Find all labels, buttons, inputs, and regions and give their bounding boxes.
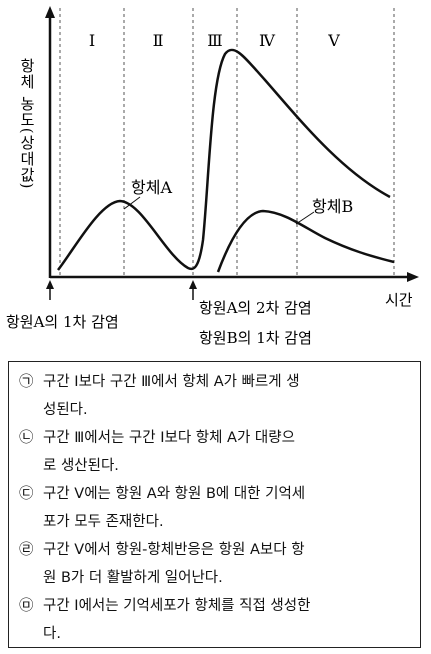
statement-mark: ㉤ xyxy=(19,598,34,614)
x-axis-arrow xyxy=(407,272,419,282)
interval-label-3: Ⅲ xyxy=(207,31,222,50)
statement-line: 구간 Ⅰ보다 구간 Ⅲ에서 항체 A가 빠르게 생 xyxy=(43,374,300,390)
curve-a-label: 항체A xyxy=(131,178,172,197)
statement-3: ㉢ 구간 Ⅴ에는 항원 A와 항원 B에 대한 기억세 포가 모두 존재한다. xyxy=(19,480,410,536)
statement-2: ㉡ 구간 Ⅲ에서는 구간 Ⅰ보다 항체 A가 대량으 로 생산된다. xyxy=(19,424,410,480)
statement-5: ㉤ 구간 Ⅰ에서는 기억세포가 항체를 직접 생성한 다. xyxy=(19,592,410,648)
statements-box: ㉠ 구간 Ⅰ보다 구간 Ⅲ에서 항체 A가 빠르게 생 성된다. ㉡ 구간 Ⅲ에… xyxy=(8,361,421,648)
statement-1: ㉠ 구간 Ⅰ보다 구간 Ⅲ에서 항체 A가 빠르게 생 성된다. xyxy=(19,368,410,424)
event-1-arrow-head xyxy=(46,280,54,289)
interval-label-2: Ⅱ xyxy=(153,31,164,50)
event-2-arrow-head xyxy=(189,280,197,289)
event-2-label-line1: 항원A의 2차 감염 xyxy=(199,299,312,317)
statement-line: 포가 모두 존재한다. xyxy=(43,514,164,530)
statement-mark: ㉣ xyxy=(19,542,34,558)
curve-b-label: 항체B xyxy=(312,197,353,216)
statement-mark: ㉡ xyxy=(19,430,34,446)
statement-line: 성된다. xyxy=(43,402,88,418)
curve-antibody-b xyxy=(216,209,395,273)
event-2-label-line2: 항원B의 1차 감염 xyxy=(199,329,312,347)
curve-antibody-a xyxy=(57,48,391,271)
event-1-label: 항원A의 1차 감염 xyxy=(6,313,119,331)
y-axis-label: 항체 농도(상대값) xyxy=(18,58,36,189)
interval-label-4: Ⅳ xyxy=(259,31,276,50)
statement-line: 다. xyxy=(43,626,61,642)
statement-line: 원 B가 더 활발하게 일어난다. xyxy=(43,570,223,586)
y-axis-arrow xyxy=(45,6,55,18)
antibody-concentration-graph: Ⅰ Ⅱ Ⅲ Ⅳ Ⅴ 항체 농도(상대값) 항체A 항체B 시간 항원A의 1차 … xyxy=(6,6,419,347)
statement-mark: ㉠ xyxy=(19,374,34,390)
statement-mark: ㉢ xyxy=(19,486,34,502)
statement-line: 구간 Ⅰ에서는 기억세포가 항체를 직접 생성한 xyxy=(43,598,311,614)
statement-line: 로 생산된다. xyxy=(43,458,119,474)
statement-line: 구간 Ⅲ에서는 구간 Ⅰ보다 항체 A가 대량으 xyxy=(43,430,295,446)
curve-a-leader xyxy=(123,196,141,210)
statement-4: ㉣ 구간 Ⅴ에서 항원-항체반응은 항원 A보다 항 원 B가 더 활발하게 일… xyxy=(19,536,410,592)
statement-line: 구간 Ⅴ에서 항원-항체반응은 항원 A보다 항 xyxy=(43,542,305,558)
statement-line: 구간 Ⅴ에는 항원 A와 항원 B에 대한 기억세 xyxy=(43,486,306,502)
x-axis-label: 시간 xyxy=(385,291,413,309)
interval-dividers xyxy=(59,8,395,276)
curve-b-leader xyxy=(295,211,315,225)
interval-label-1: Ⅰ xyxy=(89,31,95,50)
interval-label-5: Ⅴ xyxy=(327,31,340,50)
